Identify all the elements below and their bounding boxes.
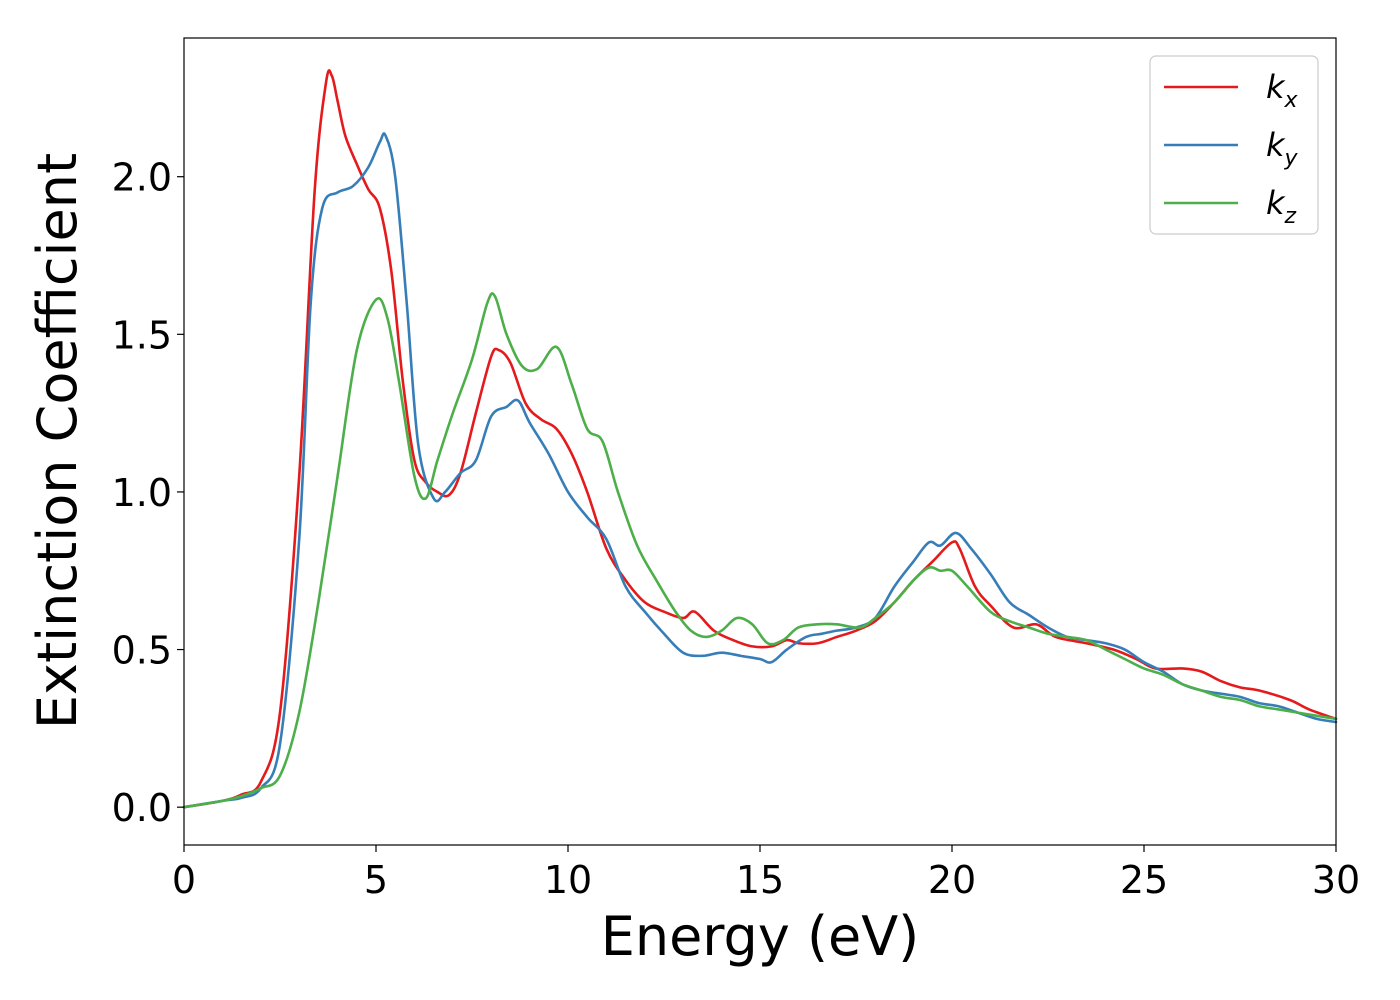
legend: kx ky kz	[1149, 55, 1319, 235]
series-line-ky	[182, 132, 1338, 809]
y-axis-ticks: 0.0 0.5 1.0 1.5 2.0	[112, 156, 184, 830]
x-tick-label: 5	[364, 858, 388, 902]
series-layer	[182, 69, 1338, 809]
x-axis-ticks: 0 5 10 15 20 25 30	[172, 845, 1360, 902]
legend-label: kz	[1266, 184, 1297, 229]
x-tick-label: 30	[1312, 858, 1360, 902]
legend-label: kx	[1266, 68, 1299, 113]
y-tick-label: 0.5	[112, 629, 172, 673]
x-tick-label: 20	[928, 858, 976, 902]
legend-label: ky	[1266, 126, 1299, 171]
y-tick-label: 1.0	[112, 471, 172, 515]
series-line-kx	[182, 69, 1338, 809]
x-axis-title: Energy (eV)	[601, 905, 920, 968]
y-tick-label: 2.0	[112, 156, 172, 200]
x-tick-label: 10	[544, 858, 592, 902]
series-line-kz	[182, 292, 1338, 809]
y-tick-label: 0.0	[112, 786, 172, 830]
x-tick-label: 25	[1120, 858, 1168, 902]
x-tick-label: 15	[736, 858, 784, 902]
y-tick-label: 1.5	[112, 313, 172, 357]
x-tick-label: 0	[172, 858, 196, 902]
y-axis-title: Extinction Coefficient	[26, 153, 89, 729]
